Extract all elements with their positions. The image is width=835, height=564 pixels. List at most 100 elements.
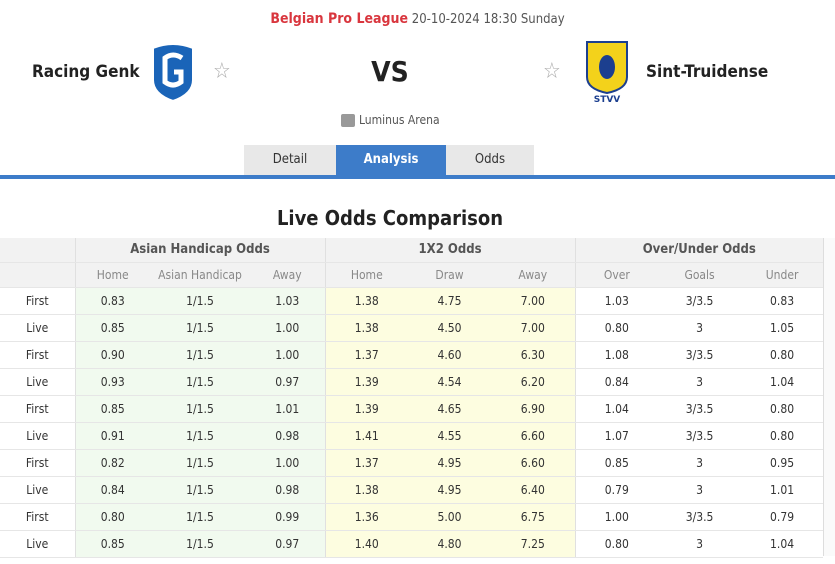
- odds-cell: 0.97: [250, 530, 326, 558]
- odds-cell: 1.00: [574, 503, 659, 531]
- group-asian-handicap: Asian Handicap Odds: [74, 238, 326, 263]
- odds-cell: 0.99: [250, 503, 326, 531]
- odds-row[interactable]: First 0.90 1/1.5 1.00 1.37 4.60 6.30 1.08 3/3.5 0…: [0, 341, 824, 369]
- odds-row[interactable]: First 0.82 1/1.5 1.00 1.37 4.95 6.60 0.85 3 0.95: [0, 449, 824, 477]
- venue: Luminus Arena: [341, 113, 440, 127]
- odds-cell: 0.80: [741, 395, 824, 423]
- odds-row[interactable]: Live 0.84 1/1.5 0.98 1.38 4.95 6.40 0.79 3 1.01: [0, 476, 824, 504]
- odds-cell: 4.50: [408, 314, 492, 342]
- home-team-name[interactable]: Racing Genk: [32, 62, 140, 82]
- odds-cell: 3: [658, 314, 742, 342]
- odds-cell: 1/1.5: [150, 476, 250, 504]
- tab-analysis[interactable]: Analysis: [336, 145, 446, 175]
- odds-row[interactable]: Live 0.93 1/1.5 0.97 1.39 4.54 6.20 0.84 3 1.04: [0, 368, 824, 396]
- odds-cell: 6.30: [491, 341, 576, 369]
- tab-detail[interactable]: Detail: [244, 145, 336, 175]
- odds-cell: 1.00: [250, 314, 326, 342]
- row-type: First: [0, 449, 75, 477]
- venue-name: Luminus Arena: [359, 113, 440, 127]
- vs-label: VS: [371, 55, 409, 88]
- odds-cell: 1.38: [324, 314, 409, 342]
- row-type: First: [0, 341, 75, 369]
- odds-cell: 4.54: [408, 368, 492, 396]
- odds-cell: 4.60: [408, 341, 492, 369]
- odds-cell: 1.38: [324, 476, 409, 504]
- odds-row[interactable]: First 0.80 1/1.5 0.99 1.36 5.00 6.75 1.00 3/3.5 0…: [0, 503, 824, 531]
- home-team-logo: [152, 43, 194, 102]
- column-header: Away: [491, 262, 576, 288]
- odds-cell: 1/1.5: [150, 530, 250, 558]
- odds-cell: 0.98: [250, 422, 326, 450]
- odds-row[interactable]: First 0.83 1/1.5 1.03 1.38 4.75 7.00 1.03 3/3.5 0…: [0, 287, 824, 315]
- home-favorite-star-icon[interactable]: ☆: [213, 59, 231, 84]
- row-type: First: [0, 287, 75, 315]
- odds-cell: 1.00: [250, 449, 326, 477]
- odds-cell: 0.98: [250, 476, 326, 504]
- column-header: Over: [574, 262, 659, 288]
- match-datetime: 20-10-2024 18:30 Sunday: [411, 12, 565, 27]
- odds-cell: 4.95: [408, 449, 492, 477]
- row-type: Live: [0, 368, 75, 396]
- section-title: Live Odds Comparison: [276, 206, 504, 230]
- tab-odds[interactable]: Odds: [446, 145, 534, 175]
- odds-cell: 1/1.5: [150, 287, 250, 315]
- column-header: Home: [324, 262, 409, 288]
- column-header: Home: [74, 262, 150, 288]
- odds-cell: 0.79: [741, 503, 824, 531]
- group-over-under: Over/Under Odds: [574, 238, 824, 263]
- away-team-name[interactable]: Sint-Truidense: [646, 62, 769, 82]
- odds-cell: 1.39: [324, 395, 409, 423]
- odds-cell: 0.79: [574, 476, 659, 504]
- odds-cell: 1.04: [574, 395, 659, 423]
- odds-cell: 0.85: [574, 449, 659, 477]
- odds-cell: 1.01: [741, 476, 824, 504]
- odds-cell: 1/1.5: [150, 341, 250, 369]
- odds-cell: 0.91: [74, 422, 150, 450]
- odds-cell: 4.65: [408, 395, 492, 423]
- odds-cell: 3: [658, 368, 742, 396]
- odds-cell: 0.97: [250, 368, 326, 396]
- odds-cell: 1.37: [324, 341, 409, 369]
- league-name[interactable]: Belgian Pro League: [270, 11, 409, 27]
- odds-cell: 1.03: [574, 287, 659, 315]
- odds-cell: 3/3.5: [658, 395, 742, 423]
- odds-cell: 3/3.5: [658, 287, 742, 315]
- odds-cell: 1.03: [250, 287, 326, 315]
- odds-cell: 1.38: [324, 287, 409, 315]
- odds-cell: 1.00: [250, 341, 326, 369]
- odds-cell: 7.00: [491, 287, 576, 315]
- column-header: Draw: [408, 262, 492, 288]
- column-header: Asian Handicap: [150, 262, 250, 288]
- odds-cell: 0.82: [74, 449, 150, 477]
- row-type: First: [0, 395, 75, 423]
- odds-cell: 1/1.5: [150, 422, 250, 450]
- odds-row[interactable]: Live 0.85 1/1.5 1.00 1.38 4.50 7.00 0.80 3 1.05: [0, 314, 824, 342]
- odds-cell: 1/1.5: [150, 449, 250, 477]
- odds-cell: 4.75: [408, 287, 492, 315]
- odds-row[interactable]: First 0.85 1/1.5 1.01 1.39 4.65 6.90 1.04 3/3.5 0…: [0, 395, 824, 423]
- odds-cell: 0.85: [74, 395, 150, 423]
- table-edge: [823, 238, 835, 556]
- tab-underline: [0, 175, 835, 179]
- row-type: Live: [0, 422, 75, 450]
- odds-cell: 1.41: [324, 422, 409, 450]
- odds-cell: 6.20: [491, 368, 576, 396]
- odds-cell: 5.00: [408, 503, 492, 531]
- odds-cell: 3/3.5: [658, 503, 742, 531]
- odds-cell: 7.25: [491, 530, 576, 558]
- odds-cell: 1.08: [574, 341, 659, 369]
- odds-cell: 1.39: [324, 368, 409, 396]
- odds-cell: 1.37: [324, 449, 409, 477]
- odds-cell: 1.04: [741, 368, 824, 396]
- tab-bar: Detail Analysis Odds: [244, 145, 534, 175]
- odds-cell: 0.83: [74, 287, 150, 315]
- odds-cell: 3: [658, 530, 742, 558]
- away-favorite-star-icon[interactable]: ☆: [543, 59, 561, 84]
- odds-table: Asian Handicap Odds 1X2 Odds Over/Under Od…: [0, 238, 824, 558]
- odds-row[interactable]: Live 0.85 1/1.5 0.97 1.40 4.80 7.25 0.80 3 1.04: [0, 530, 824, 558]
- odds-cell: 4.55: [408, 422, 492, 450]
- odds-row[interactable]: Live 0.91 1/1.5 0.98 1.41 4.55 6.60 1.07 3/3.5 0.…: [0, 422, 824, 450]
- odds-cell: 1/1.5: [150, 503, 250, 531]
- row-type: Live: [0, 530, 75, 558]
- odds-cell: 6.90: [491, 395, 576, 423]
